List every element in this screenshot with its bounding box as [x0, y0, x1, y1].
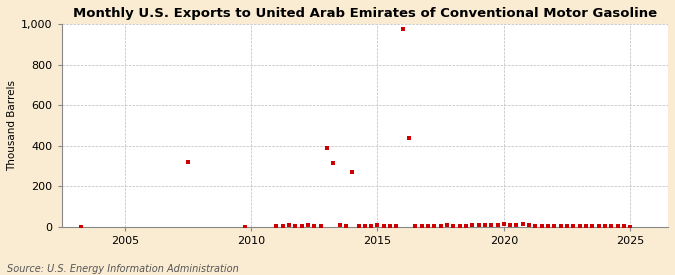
Point [460, 223, 471, 228]
Point [379, 224, 389, 229]
Point [537, 223, 547, 228]
Point [385, 224, 396, 228]
Point [182, 160, 193, 164]
Point [302, 223, 313, 227]
Point [593, 224, 604, 228]
Point [290, 224, 301, 228]
Point [240, 224, 250, 229]
Point [429, 224, 439, 228]
Point [416, 224, 427, 228]
Point [296, 224, 307, 228]
Point [530, 224, 541, 228]
Point [321, 145, 332, 150]
Point [473, 223, 484, 227]
Point [467, 223, 478, 228]
Point [334, 223, 345, 228]
Text: Source: U.S. Energy Information Administration: Source: U.S. Energy Information Administ… [7, 264, 238, 274]
Point [404, 136, 414, 140]
Point [309, 223, 320, 228]
Point [366, 224, 377, 229]
Point [75, 224, 86, 229]
Point [486, 222, 497, 227]
Point [398, 27, 408, 31]
Point [574, 224, 585, 228]
Point [454, 224, 465, 228]
Point [549, 224, 560, 228]
Point [435, 223, 446, 228]
Point [524, 223, 535, 228]
Title: Monthly U.S. Exports to United Arab Emirates of Conventional Motor Gasoline: Monthly U.S. Exports to United Arab Emir… [73, 7, 657, 20]
Point [340, 224, 351, 228]
Point [511, 223, 522, 227]
Point [353, 224, 364, 228]
Point [448, 224, 459, 228]
Point [277, 224, 288, 228]
Point [580, 224, 591, 229]
Point [372, 223, 383, 228]
Point [410, 224, 421, 228]
Point [423, 224, 433, 228]
Point [347, 170, 358, 174]
Point [498, 222, 509, 226]
Point [562, 224, 572, 229]
Point [492, 223, 503, 227]
Y-axis label: Thousand Barrels: Thousand Barrels [7, 80, 17, 171]
Point [360, 224, 371, 228]
Point [271, 224, 281, 229]
Point [391, 224, 402, 229]
Point [612, 224, 623, 229]
Point [605, 224, 616, 228]
Point [315, 224, 326, 228]
Point [587, 224, 597, 229]
Point [284, 223, 294, 228]
Point [556, 224, 566, 228]
Point [517, 222, 528, 226]
Point [599, 224, 610, 229]
Point [505, 222, 516, 227]
Point [568, 224, 578, 228]
Point [625, 224, 636, 229]
Point [618, 224, 629, 229]
Point [543, 224, 554, 228]
Point [479, 223, 490, 228]
Point [328, 161, 339, 165]
Point [441, 223, 452, 228]
